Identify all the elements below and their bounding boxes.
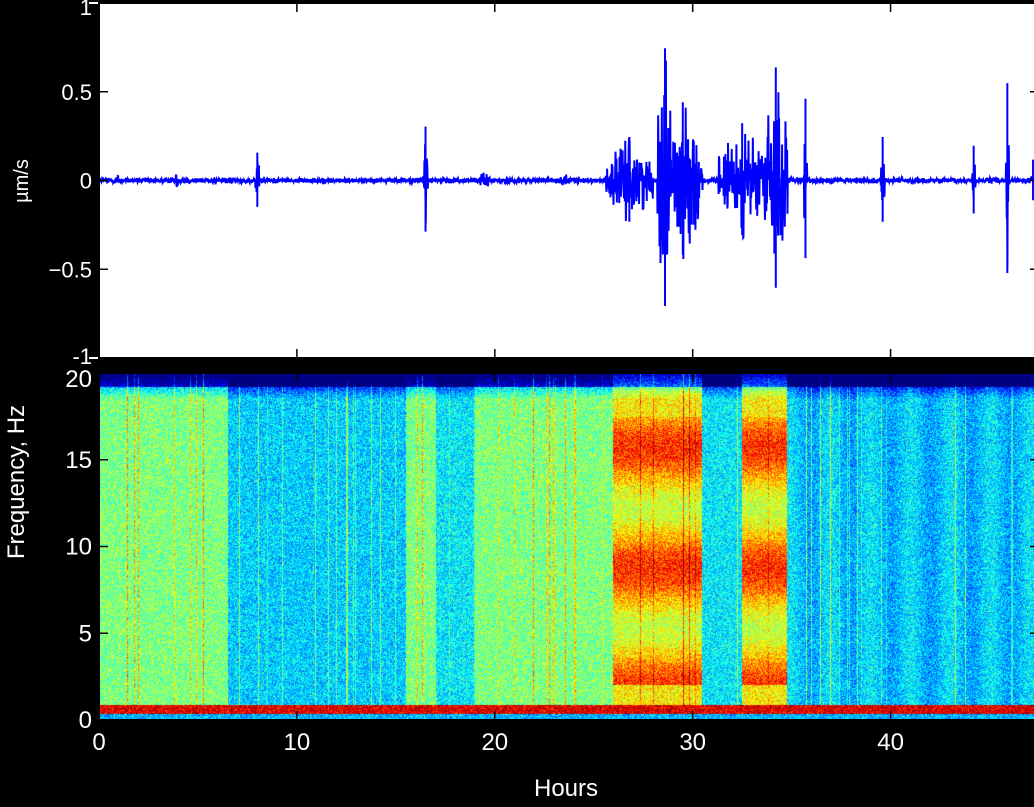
waveform-series bbox=[98, 48, 1034, 306]
spectrogram-image-wrapper bbox=[99, 373, 1034, 720]
spectrogram-image bbox=[99, 373, 1034, 720]
spectrogram-ytick-label: 5 bbox=[79, 620, 92, 647]
waveform-panel: -1 −0.5 0 0.5 1 µm/s bbox=[11, 0, 1034, 369]
spectrogram-xtick-label: 30 bbox=[679, 729, 706, 756]
waveform-ytick-label: 0.5 bbox=[61, 80, 92, 105]
spectrogram-frame bbox=[98, 372, 1034, 721]
spectrogram-xtick-label: 0 bbox=[92, 729, 105, 756]
waveform-ylabel: µm/s bbox=[11, 159, 33, 203]
spectrogram-ytick-label: 15 bbox=[65, 447, 92, 474]
spectrogram-xtick-label: 20 bbox=[481, 729, 508, 756]
waveform-ytick-label: -1 bbox=[72, 344, 92, 369]
waveform-ytick-label: −0.5 bbox=[49, 257, 92, 282]
spectrogram-xlabel: Hours bbox=[534, 775, 598, 802]
spectrogram-ytick-label: 0 bbox=[79, 707, 92, 734]
spectrogram-xtick-label: 40 bbox=[877, 729, 904, 756]
waveform-frame bbox=[98, 2, 1034, 359]
spectrogram-panel: 0 5 10 15 20 0 10 20 30 40 Frequency, Hz Hours bbox=[3, 366, 1034, 802]
waveform-ytick-label: 1 bbox=[80, 0, 92, 20]
spectrogram-xtick-label: 10 bbox=[284, 729, 311, 756]
spectrogram-ticks: 0 5 10 15 20 0 10 20 30 40 bbox=[65, 366, 1034, 756]
waveform-ytick-label: 0 bbox=[80, 169, 92, 194]
spectrogram-ytick-label: 20 bbox=[65, 366, 92, 393]
spectrogram-ylabel: Frequency, Hz bbox=[3, 405, 30, 559]
spectrogram-ytick-label: 10 bbox=[65, 534, 92, 561]
waveform-line bbox=[98, 48, 1034, 306]
